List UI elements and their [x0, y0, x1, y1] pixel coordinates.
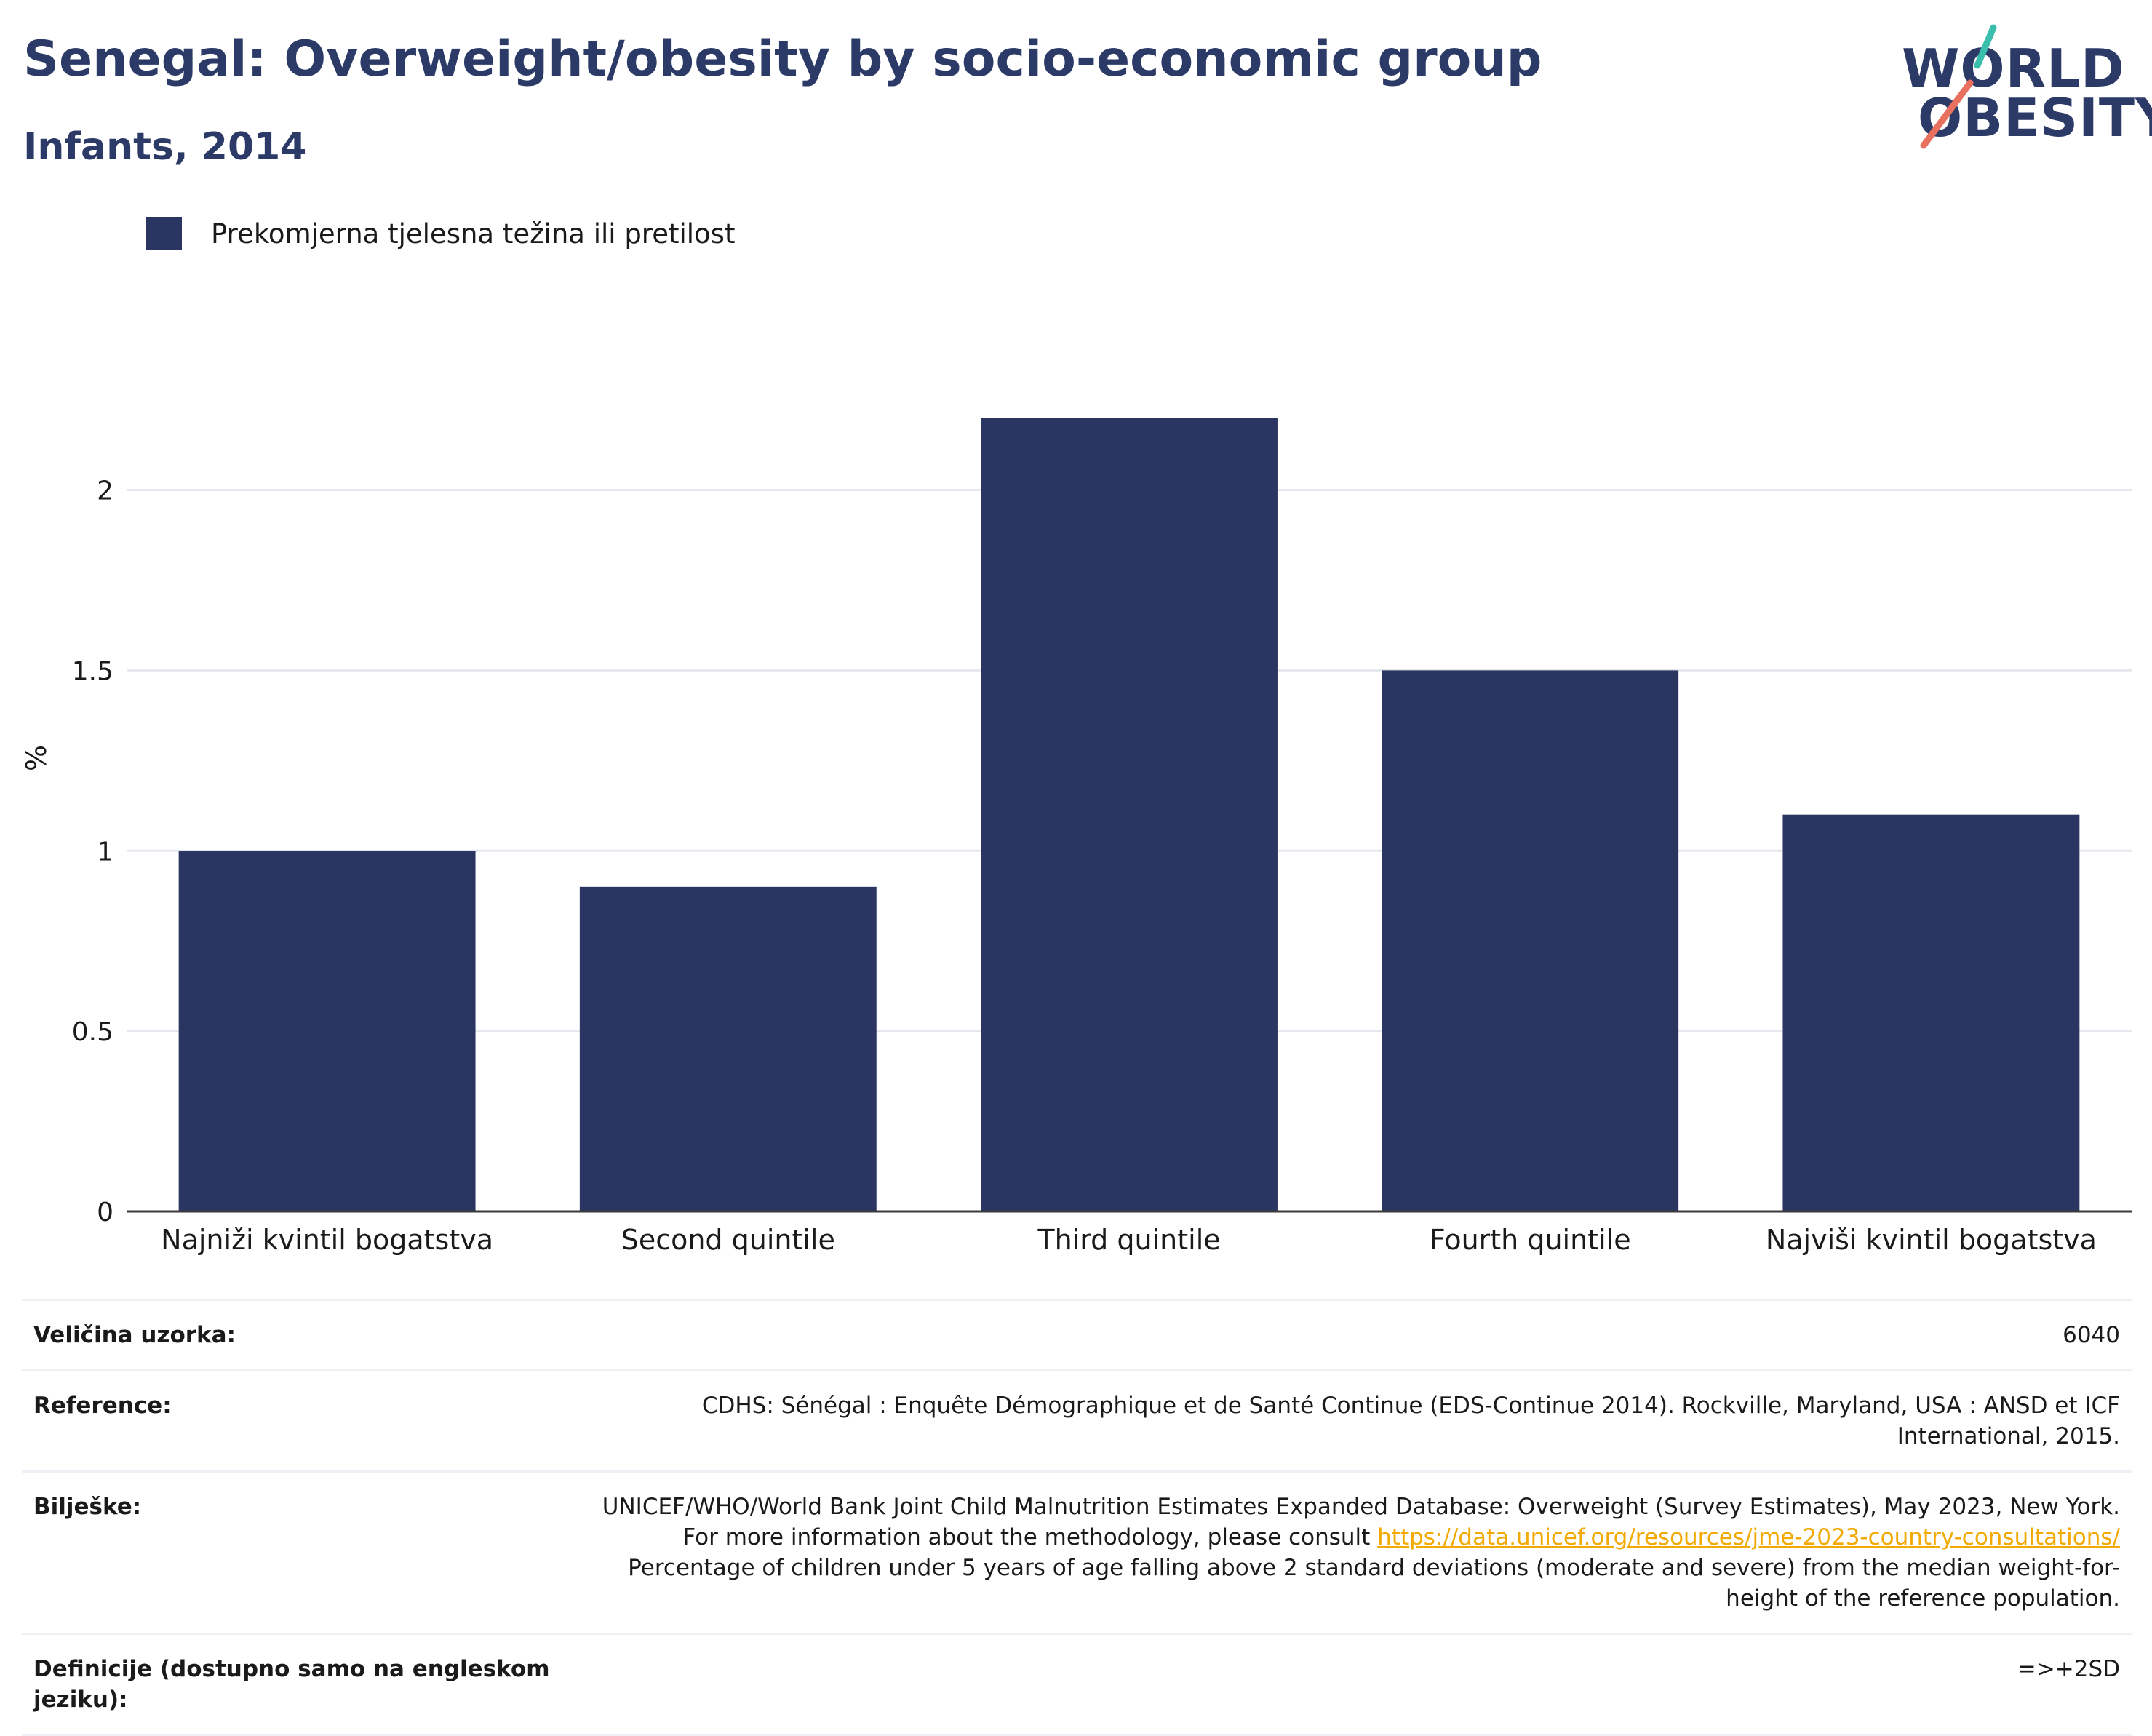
notes-text-2: Percentage of children under 5 years of …	[628, 1555, 2120, 1612]
logo-slash-icon	[1920, 24, 1997, 149]
reference-label: Reference:	[33, 1393, 172, 1419]
bar	[981, 418, 1278, 1211]
bar	[1382, 670, 1679, 1211]
y-tick-label: 1	[97, 837, 113, 867]
info-table: Veličina uzorka: 6040 Reference: CDHS: S…	[22, 1299, 2132, 1736]
x-tick-label: Fourth quintile	[1430, 1224, 1631, 1256]
reference-value: CDHS: Sénégal : Enquête Démographique et…	[701, 1393, 2120, 1449]
y-tick-label: 0	[97, 1198, 113, 1227]
bar-chart: 0 0.5 1 1.5 2 Najniži kvintil bogatstva Second…	[72, 418, 2132, 1256]
y-tick-label: 2	[97, 477, 113, 506]
chart-title: Senegal: Overweight/obesity by socio-eco…	[23, 31, 1542, 88]
notes-value: UNICEF/WHO/World Bank Joint Child Malnut…	[592, 1492, 2120, 1614]
y-tick-label: 0.5	[72, 1017, 113, 1047]
notes-text-1: UNICEF/WHO/World Bank Joint Child Malnut…	[602, 1494, 2120, 1550]
definitions-label: Definicije (dostupno samo na engleskom j…	[33, 1656, 550, 1713]
legend-label: Prekomjerna tjelesna težina ili pretilos…	[211, 218, 736, 250]
definitions-value: =>+2SD	[2017, 1656, 2120, 1682]
info-row-definitions: Definicije (dostupno samo na engleskom j…	[22, 1635, 2132, 1736]
bar	[178, 851, 476, 1211]
notes-link[interactable]: https://data.unicef.org/resources/jme-20…	[1377, 1524, 2120, 1550]
x-tick-label: Najviši kvintil bogatstva	[1766, 1224, 2097, 1256]
x-tick-label: Third quintile	[1037, 1224, 1220, 1256]
y-tick-label: 1.5	[72, 656, 113, 686]
bar	[579, 886, 877, 1211]
x-tick-label: Second quintile	[621, 1224, 835, 1256]
sample-size-value: 6040	[2063, 1322, 2120, 1348]
x-tick-label: Najniži kvintil bogatstva	[161, 1224, 493, 1256]
notes-label: Bilješke:	[33, 1494, 142, 1520]
logo-word-world: WORLD	[1902, 38, 2125, 99]
legend-swatch	[146, 217, 182, 250]
info-row-reference: Reference: CDHS: Sénégal : Enquête Démog…	[22, 1371, 2132, 1473]
info-row-sample-size: Veličina uzorka: 6040	[22, 1301, 2132, 1371]
chart-subtitle: Infants, 2014	[23, 125, 307, 169]
sample-size-label: Veličina uzorka:	[33, 1322, 236, 1348]
bar	[1782, 814, 2080, 1211]
world-obesity-logo[interactable]: WORLD OBESITY	[1892, 20, 2152, 155]
info-row-notes: Bilješke: UNICEF/WHO/World Bank Joint Ch…	[22, 1473, 2132, 1635]
